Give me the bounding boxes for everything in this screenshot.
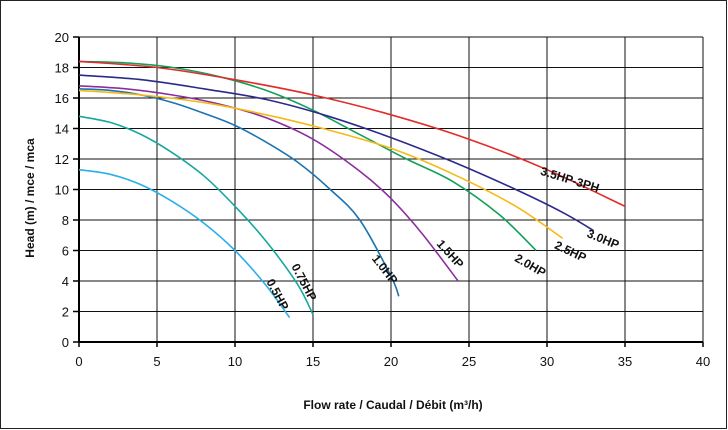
series-label-1-0hp: 1.0HP [369, 252, 401, 287]
series-label-2-5hp: 2.5HP [552, 238, 588, 265]
series-line-3-5hp-3ph [79, 61, 625, 206]
y-tick-label: 6 [62, 244, 69, 259]
x-tick-label: 20 [384, 354, 398, 369]
y-tick-label: 2 [62, 305, 69, 320]
y-tick-label: 12 [55, 152, 69, 167]
series-line-0-5hp [79, 170, 290, 318]
series-label-0-75hp: 0.75HP [288, 261, 319, 303]
x-tick-label: 15 [306, 354, 320, 369]
y-tick-label: 16 [55, 91, 69, 106]
x-tick-labels: 0 5 10 15 20 25 30 35 40 [75, 354, 710, 369]
grid [79, 37, 703, 342]
series-line-2-0hp [79, 61, 536, 250]
y-tick-label: 10 [55, 183, 69, 198]
series-line-1-0hp [79, 89, 399, 296]
series-label-0-5hp: 0.5HP [264, 276, 292, 312]
x-tick-label: 0 [75, 354, 82, 369]
y-axis-label: Head (m) / mce / mca [23, 138, 37, 258]
x-tick-label: 35 [618, 354, 632, 369]
series-label-3-5hp-3ph: 3.5HP-3PH [539, 164, 601, 195]
y-tick-label: 20 [55, 30, 69, 45]
y-tick-label: 18 [55, 61, 69, 76]
series-line-2-5hp [79, 90, 563, 238]
series-label-3-0hp: 3.0HP [585, 226, 621, 251]
x-tick-label: 25 [462, 354, 476, 369]
x-tick-label: 10 [228, 354, 242, 369]
x-tick-label: 5 [153, 354, 160, 369]
series-label-2-0hp: 2.0HP [512, 251, 548, 280]
y-tick-label: 4 [62, 274, 69, 289]
x-tick-label: 30 [540, 354, 554, 369]
y-tick-label: 14 [55, 122, 69, 137]
x-tick-label: 40 [696, 354, 710, 369]
x-axis-label: Flow rate / Caudal / Débit (m³/h) [303, 398, 482, 412]
y-tick-labels: 0 2 4 6 8 10 12 14 16 18 20 [55, 30, 69, 350]
y-tick-label: 8 [62, 213, 69, 228]
y-tick-label: 0 [62, 335, 69, 350]
